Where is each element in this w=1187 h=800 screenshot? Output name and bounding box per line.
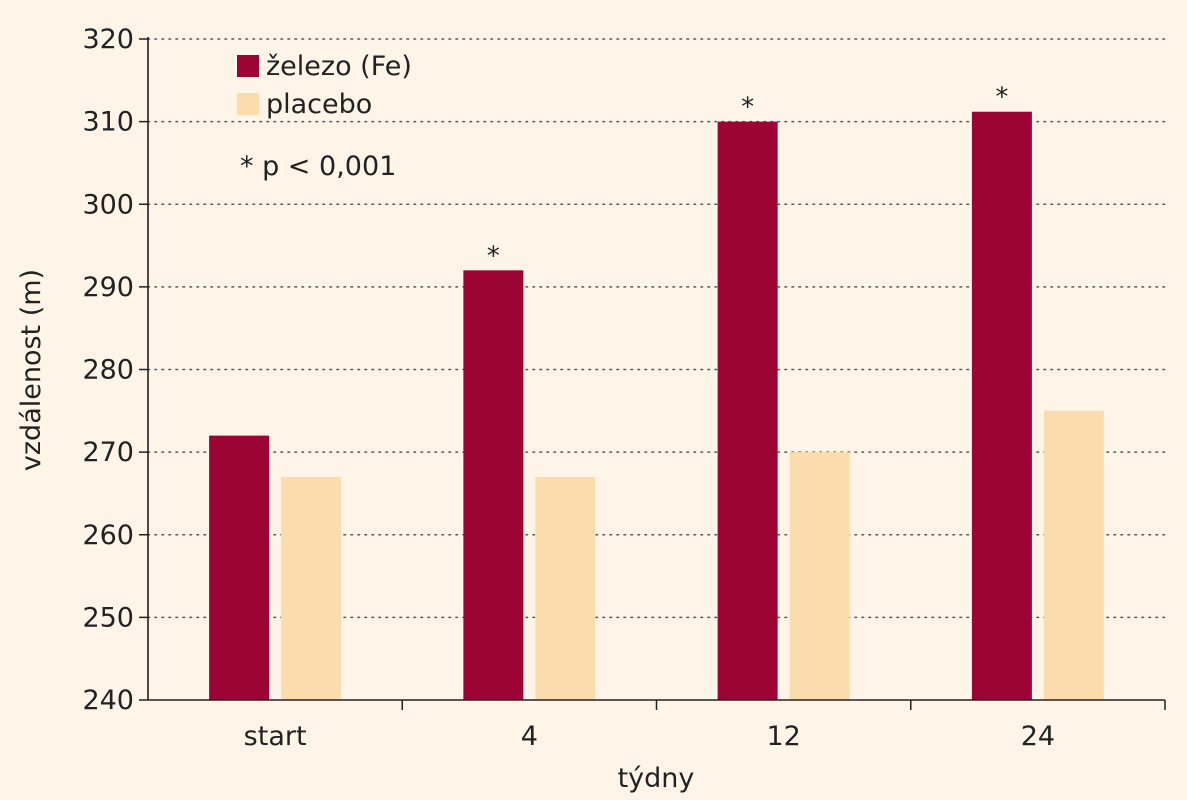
significance-markers: * * * [487, 83, 1009, 272]
x-tick-label-start: start [244, 721, 307, 752]
y-tick-label-290: 290 [82, 272, 134, 303]
legend-label-placebo: placebo [266, 89, 372, 120]
bar-fe-24 [971, 111, 1032, 700]
x-tick-label-4: 4 [521, 721, 538, 752]
x-tick-label-12: 12 [766, 721, 800, 752]
bar-placebo-4 [535, 476, 596, 700]
bar-placebo-start [281, 476, 342, 700]
legend-swatch-fe [237, 55, 259, 77]
y-tick-labels: 240 250 260 270 280 290 300 310 320 [82, 24, 134, 716]
y-tick-label-250: 250 [82, 602, 134, 633]
y-tick-label-300: 300 [82, 189, 134, 220]
x-tick-label-24: 24 [1021, 721, 1055, 752]
bar-placebo-12 [789, 452, 850, 700]
legend-swatch-placebo [237, 93, 259, 115]
significance-note: * p < 0,001 [240, 151, 396, 182]
bar-fe-start [209, 435, 270, 700]
legend: železo (Fe) placebo * p < 0,001 [237, 51, 412, 182]
significance-star-12: * [741, 93, 754, 123]
y-tick-label-280: 280 [82, 355, 134, 386]
y-tick-label-320: 320 [82, 24, 134, 55]
bar-fe-4 [463, 270, 524, 700]
significance-star-4: * [487, 241, 500, 271]
y-tick-label-260: 260 [82, 520, 134, 551]
x-axis-title: týdny [618, 763, 695, 794]
legend-label-fe: železo (Fe) [266, 51, 412, 82]
bars [209, 111, 1104, 700]
y-tick-label-240: 240 [82, 685, 134, 716]
y-tick-label-310: 310 [82, 107, 134, 138]
significance-star-24: * [995, 83, 1008, 113]
y-tick-label-270: 270 [82, 437, 134, 468]
bar-fe-12 [717, 121, 778, 700]
bar-placebo-24 [1043, 410, 1104, 700]
x-tick-labels: start 4 12 24 [244, 721, 1055, 752]
y-axis-title: vzdálenost (m) [16, 269, 47, 471]
axes [139, 37, 1166, 710]
